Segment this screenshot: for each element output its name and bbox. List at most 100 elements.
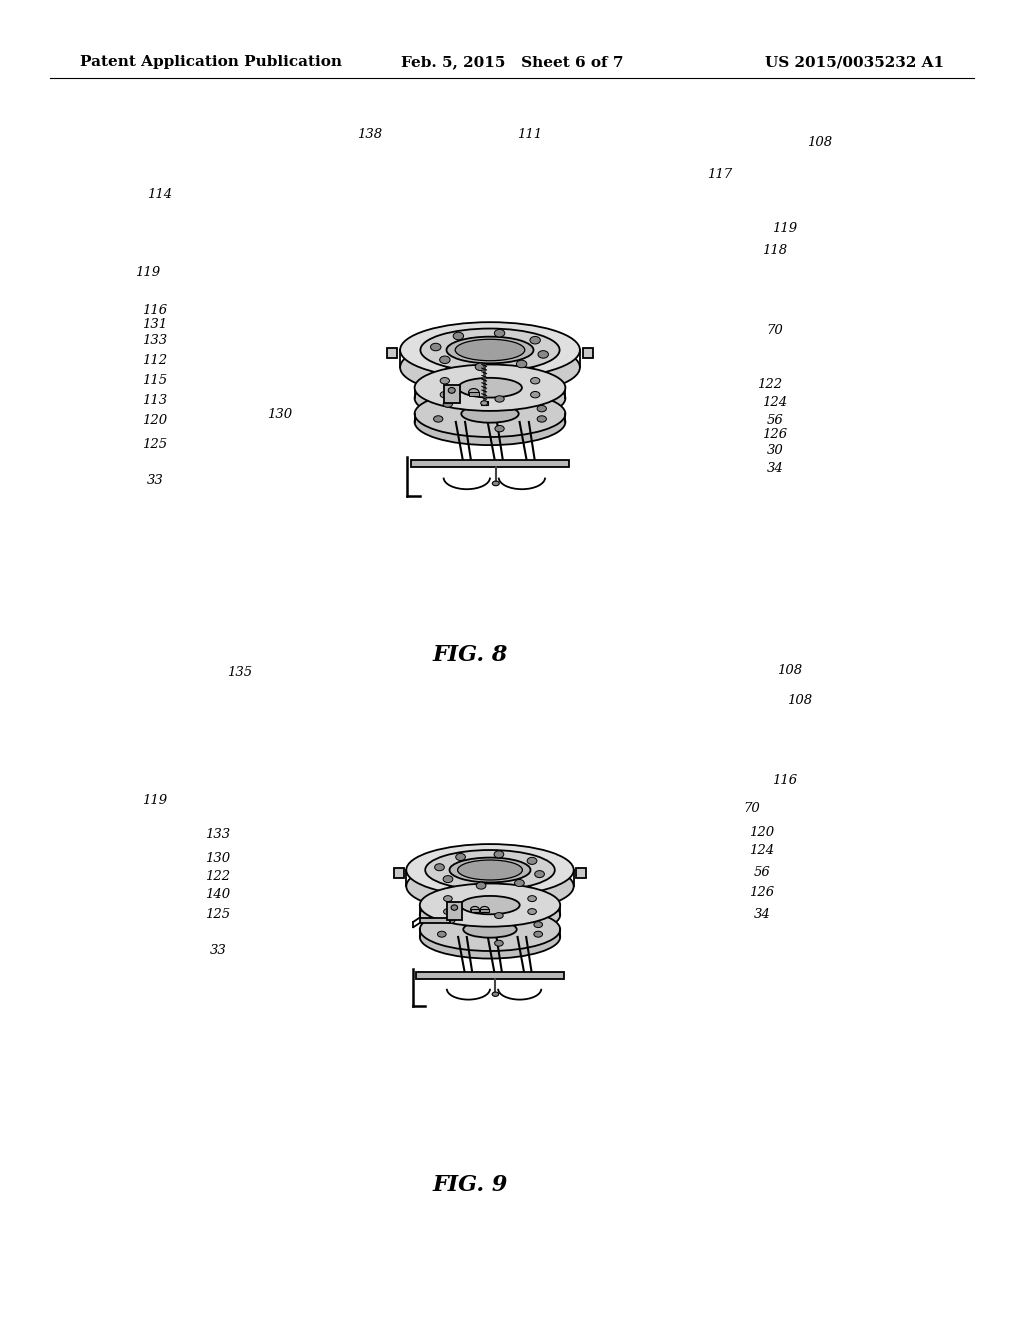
Text: 126: 126 (763, 429, 787, 441)
Ellipse shape (527, 896, 537, 902)
Text: 131: 131 (142, 318, 168, 331)
Ellipse shape (437, 931, 446, 937)
Bar (480, 909, 488, 912)
Ellipse shape (446, 354, 534, 380)
Text: 108: 108 (787, 693, 813, 706)
Text: FIG. 8: FIG. 8 (432, 644, 508, 667)
Text: 126: 126 (750, 887, 774, 899)
Ellipse shape (458, 378, 522, 397)
Ellipse shape (538, 416, 547, 422)
Text: 108: 108 (808, 136, 833, 149)
Ellipse shape (420, 908, 560, 950)
Polygon shape (394, 867, 403, 878)
Ellipse shape (493, 480, 500, 486)
Text: 133: 133 (142, 334, 168, 346)
Text: 34: 34 (754, 908, 770, 921)
Ellipse shape (420, 894, 560, 936)
Ellipse shape (495, 330, 505, 337)
Ellipse shape (425, 850, 555, 890)
Text: 114: 114 (147, 189, 173, 202)
Ellipse shape (446, 337, 534, 363)
Ellipse shape (400, 339, 580, 395)
Text: 116: 116 (772, 774, 798, 787)
Ellipse shape (461, 896, 520, 915)
Ellipse shape (538, 405, 547, 412)
Polygon shape (583, 347, 593, 358)
Text: 111: 111 (517, 128, 543, 141)
Text: 119: 119 (142, 793, 168, 807)
Ellipse shape (529, 337, 541, 345)
Ellipse shape (516, 360, 526, 368)
Text: 119: 119 (772, 222, 798, 235)
Ellipse shape (458, 861, 522, 880)
Text: 125: 125 (142, 438, 168, 451)
Text: 125: 125 (206, 908, 230, 921)
Text: 120: 120 (750, 825, 774, 838)
Ellipse shape (469, 388, 479, 396)
Ellipse shape (495, 940, 503, 946)
Polygon shape (577, 867, 586, 878)
Bar (469, 392, 479, 396)
Text: 135: 135 (227, 665, 253, 678)
Ellipse shape (421, 329, 559, 371)
Text: 124: 124 (763, 396, 787, 408)
Ellipse shape (433, 416, 442, 422)
Ellipse shape (456, 339, 524, 360)
Text: Patent Application Publication: Patent Application Publication (80, 55, 342, 69)
Ellipse shape (443, 875, 453, 883)
Ellipse shape (456, 854, 466, 861)
Ellipse shape (415, 399, 565, 445)
Text: 140: 140 (206, 888, 230, 902)
Text: 122: 122 (758, 379, 782, 392)
Text: Feb. 5, 2015   Sheet 6 of 7: Feb. 5, 2015 Sheet 6 of 7 (400, 55, 624, 69)
Text: 116: 116 (142, 304, 168, 317)
Text: 56: 56 (754, 866, 770, 879)
Text: 70: 70 (743, 801, 761, 814)
Text: 115: 115 (142, 374, 168, 387)
Ellipse shape (461, 405, 519, 422)
Ellipse shape (463, 921, 517, 937)
Ellipse shape (480, 907, 488, 912)
Bar (480, 401, 487, 405)
Ellipse shape (495, 396, 504, 403)
Text: 30: 30 (767, 444, 783, 457)
Text: 124: 124 (750, 843, 774, 857)
Ellipse shape (534, 921, 543, 928)
Text: 119: 119 (135, 265, 161, 279)
Text: 56: 56 (767, 413, 783, 426)
Polygon shape (420, 917, 450, 923)
Text: 112: 112 (142, 354, 168, 367)
Ellipse shape (443, 401, 453, 408)
Bar (471, 909, 479, 912)
Ellipse shape (400, 322, 580, 378)
Ellipse shape (530, 378, 540, 384)
Ellipse shape (454, 333, 464, 339)
Ellipse shape (530, 392, 540, 397)
Ellipse shape (495, 425, 504, 432)
Ellipse shape (495, 912, 503, 919)
Ellipse shape (407, 861, 573, 912)
Ellipse shape (415, 364, 565, 411)
Ellipse shape (534, 931, 543, 937)
Polygon shape (443, 385, 460, 404)
Ellipse shape (420, 915, 560, 958)
Text: 130: 130 (267, 408, 293, 421)
Polygon shape (417, 972, 563, 979)
Polygon shape (446, 903, 462, 920)
Ellipse shape (434, 863, 444, 871)
Ellipse shape (420, 883, 560, 927)
Text: 33: 33 (146, 474, 164, 487)
Ellipse shape (443, 896, 453, 902)
Ellipse shape (475, 363, 485, 371)
Ellipse shape (449, 388, 456, 393)
Ellipse shape (430, 343, 441, 351)
Ellipse shape (452, 906, 458, 911)
Ellipse shape (493, 993, 499, 997)
Ellipse shape (415, 391, 565, 437)
Ellipse shape (527, 908, 537, 915)
Text: 34: 34 (767, 462, 783, 474)
Ellipse shape (480, 401, 487, 405)
Ellipse shape (515, 879, 524, 887)
Ellipse shape (439, 356, 451, 363)
Ellipse shape (471, 907, 479, 912)
